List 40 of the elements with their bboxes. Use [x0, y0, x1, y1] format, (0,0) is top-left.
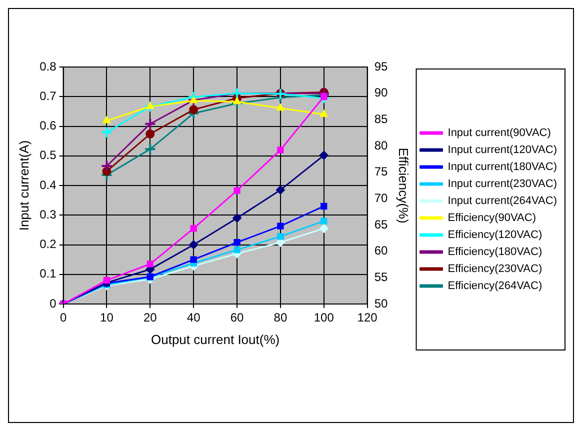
legend-label: Input current(264VAC)	[448, 195, 558, 208]
y2-tick-label: 85	[374, 112, 388, 126]
x-axis-title: Output current Iout(%)	[150, 332, 280, 347]
x-tick-label: 100	[314, 310, 334, 325]
y2-tick-label: 60	[374, 244, 388, 258]
x-tick-label: 60	[230, 310, 244, 325]
y-tick-label: 0	[50, 296, 57, 310]
y2-axis-title: Efficiency(%)	[396, 148, 411, 224]
y-tick-label: 0.5	[40, 148, 57, 162]
x-tick-label: 20	[143, 310, 158, 325]
y2-tick-label: 70	[374, 190, 388, 205]
legend-label: Efficiency(180VAC)	[448, 246, 542, 258]
legend-label: Efficiency(120VAC)	[448, 229, 542, 242]
y2-tick-label: 80	[374, 138, 388, 152]
y-tick-label: 0.4	[40, 178, 57, 192]
legend-label: Input current(230VAC)	[448, 178, 558, 190]
legend-label: Input current(120VAC)	[448, 144, 558, 156]
y-axis-title: Input current(A)	[16, 140, 32, 231]
legend-label: Efficiency(90VAC)	[448, 212, 536, 224]
x-tick-label: 10	[100, 310, 114, 325]
x-tick-label: 120	[357, 310, 378, 325]
legend-label: Input current(90VAC)	[448, 127, 551, 140]
y2-tick-label: 50	[374, 296, 388, 310]
x-tick-label: 80	[274, 310, 288, 325]
x-tick-label: 0	[60, 310, 67, 325]
y-tick-label: 0.3	[40, 207, 57, 222]
y2-tick-label: 75	[374, 164, 388, 179]
y-tick-label: 0.2	[40, 237, 57, 252]
x-tick-label: 40	[186, 310, 201, 325]
y-tick-label: 0.8	[40, 59, 57, 74]
y-tick-label: 0.6	[40, 118, 57, 133]
legend-label: Input current(180VAC)	[448, 161, 558, 174]
y-tick-label: 0.1	[40, 266, 57, 281]
y-tick-label: 0.7	[40, 88, 57, 103]
y2-tick-label: 55	[374, 270, 388, 284]
legend-label: Efficiency(264VAC)	[448, 280, 542, 292]
y2-tick-label: 95	[374, 59, 388, 74]
y2-tick-label: 65	[374, 217, 388, 232]
legend-label: Efficiency(230VAC)	[448, 263, 542, 276]
y2-tick-label: 90	[374, 86, 388, 100]
